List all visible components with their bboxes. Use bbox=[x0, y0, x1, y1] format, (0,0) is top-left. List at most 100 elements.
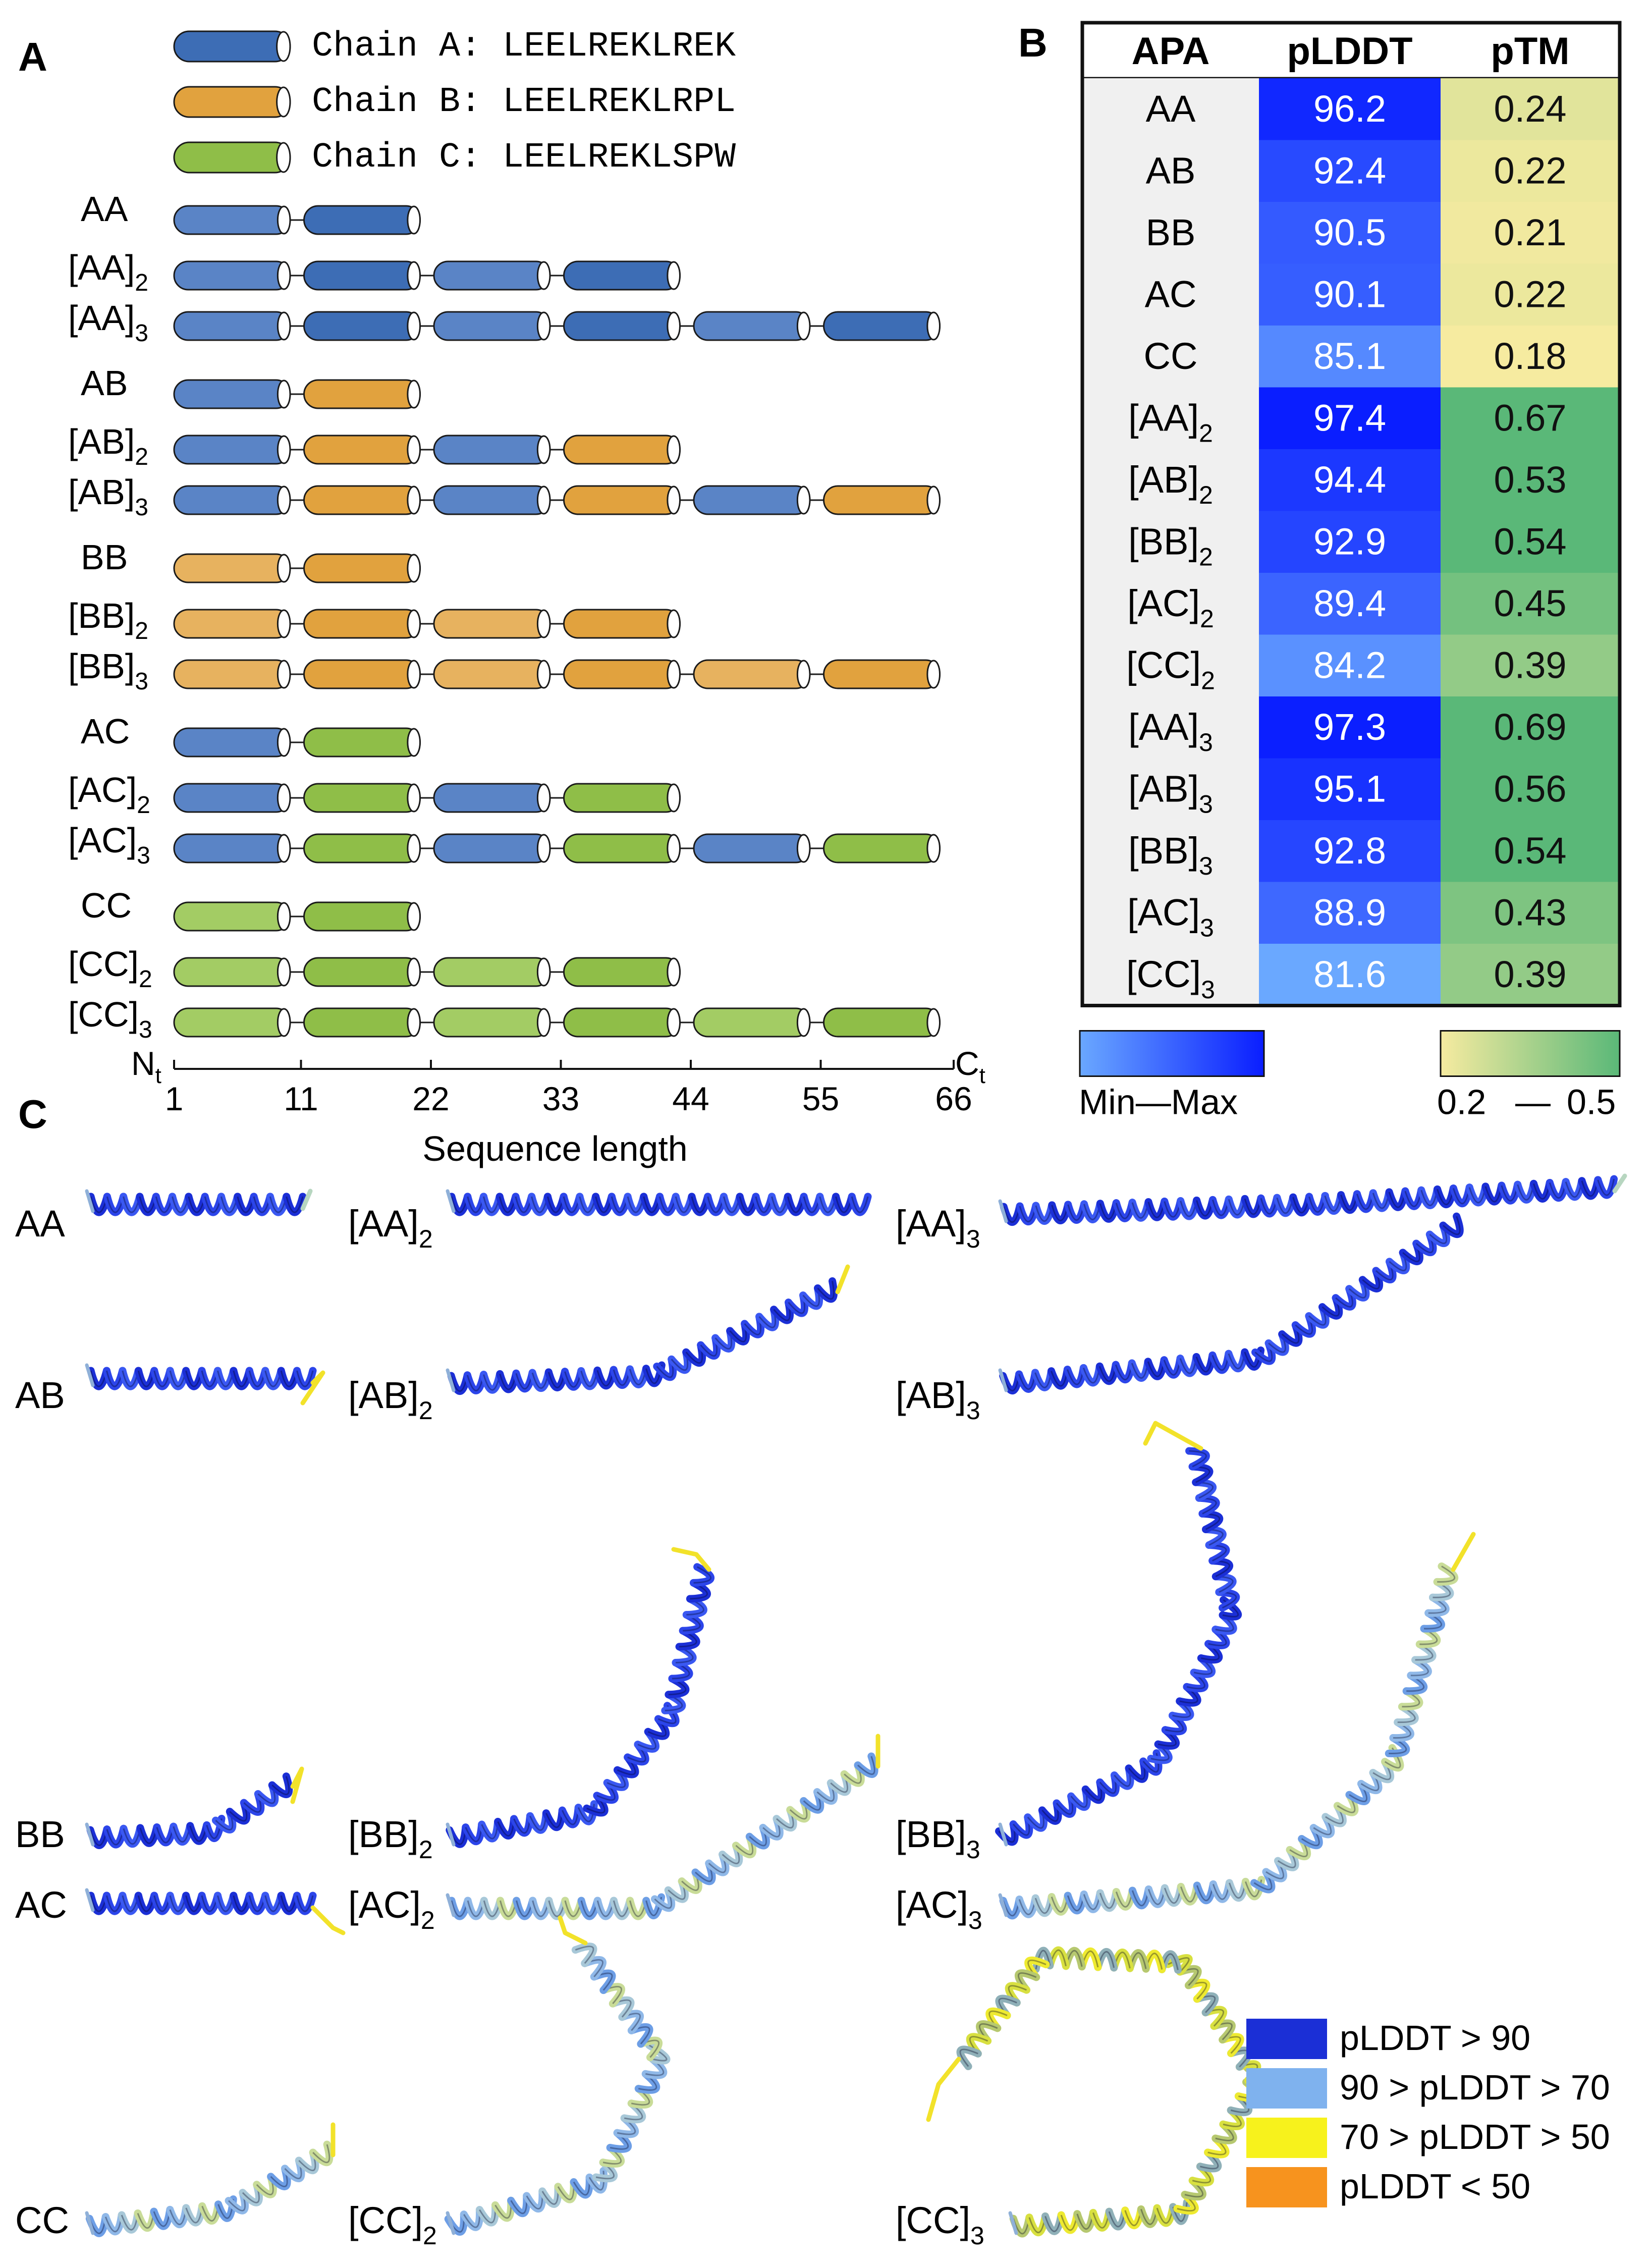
cylinder-body bbox=[823, 485, 941, 515]
construct-label: AB bbox=[81, 363, 128, 403]
helix-turn bbox=[814, 1277, 838, 1303]
legend-swatch bbox=[1246, 2068, 1327, 2109]
cylinder-end-cap bbox=[277, 311, 291, 341]
plddt-value: 84.2 bbox=[1313, 644, 1386, 686]
plddt-scale-label: Min—Max bbox=[1079, 1083, 1238, 1122]
cylinder-body bbox=[563, 833, 681, 863]
apa-cell bbox=[1082, 573, 1259, 635]
cylinder-end-cap bbox=[926, 311, 941, 341]
cylinder-body bbox=[433, 260, 551, 291]
construct-label: [AB]2 bbox=[68, 422, 148, 470]
helix-cylinder-chain-a bbox=[433, 833, 551, 863]
construct-row: [BB]2 bbox=[68, 596, 681, 644]
cylinder-body bbox=[433, 485, 551, 515]
cylinder-end-cap bbox=[277, 435, 291, 464]
apa-label: [BB]2 bbox=[1128, 521, 1213, 571]
helix-cylinder-chain-a bbox=[433, 311, 551, 341]
apa-label-base: AB bbox=[1146, 150, 1196, 192]
helix-cylinder-chain-c bbox=[303, 727, 421, 758]
plddt-color-scale: Min—Max bbox=[1079, 1030, 1265, 1122]
plddt-cell bbox=[1259, 758, 1441, 820]
n-terminal-stub bbox=[1008, 2211, 1018, 2235]
ptm-cell bbox=[1441, 758, 1620, 820]
cylinder-body bbox=[693, 485, 811, 515]
construct-label-base: [AA] bbox=[68, 298, 135, 338]
apa-label-base: [BB] bbox=[1128, 830, 1199, 872]
structure-label-subscript: 2 bbox=[419, 1835, 433, 1864]
cylinder-end-cap bbox=[277, 1008, 291, 1037]
helix-turn bbox=[1185, 1447, 1210, 1471]
table-row: AA 96.2 0.24 bbox=[1082, 78, 1620, 140]
structure-label-base: [CC] bbox=[348, 2199, 423, 2241]
apa-label-subscript: 3 bbox=[1199, 852, 1213, 880]
table-row: [AC]3 88.9 0.43 bbox=[1082, 882, 1620, 944]
disordered-tail bbox=[300, 1189, 313, 1211]
plddt-value: 97.3 bbox=[1313, 706, 1386, 748]
column-header: APA bbox=[1132, 30, 1210, 73]
cylinder-body bbox=[303, 901, 421, 932]
plddt-value: 94.4 bbox=[1313, 459, 1386, 501]
apa-label: [AC]3 bbox=[1127, 892, 1214, 942]
helix-cylinder-chain-b bbox=[563, 435, 681, 465]
construct-label-base: [AC] bbox=[68, 821, 137, 860]
ptm-cell bbox=[1441, 944, 1620, 1006]
cylinder-body bbox=[303, 435, 421, 465]
cylinder-end-cap bbox=[277, 902, 291, 931]
apa-cell bbox=[1082, 202, 1259, 264]
cylinder-end-cap bbox=[926, 834, 941, 863]
apa-label-subscript: 2 bbox=[1200, 605, 1214, 633]
helix-cylinder-chain-a bbox=[823, 311, 941, 341]
axis-tick-label: 66 bbox=[935, 1080, 972, 1117]
structure-ab2-2: [AB]2 bbox=[348, 1264, 850, 1425]
cylinder-end-cap bbox=[926, 660, 941, 689]
cylinder-end-cap bbox=[407, 783, 421, 813]
construct-label: [AB]3 bbox=[68, 472, 148, 521]
panel-a-construct-schematics: Chain A: LEELREKLREK Chain B: LEELREKLRPL… bbox=[68, 27, 985, 1168]
cylinder-end-cap bbox=[277, 609, 291, 638]
cylinder-end-cap bbox=[796, 660, 811, 689]
cylinder-body bbox=[563, 609, 681, 639]
legend-label: 90 > pLDDT > 70 bbox=[1340, 2068, 1610, 2107]
axis-tick-label: 11 bbox=[284, 1080, 318, 1117]
legend-cylinder-chain-b bbox=[173, 86, 291, 118]
disordered-tail bbox=[926, 2057, 961, 2122]
ptm-value: 0.43 bbox=[1494, 892, 1566, 934]
n-terminus-base: N bbox=[131, 1045, 155, 1082]
cylinder-end-cap bbox=[667, 435, 681, 464]
helix-turn bbox=[283, 1193, 307, 1216]
cylinder-body bbox=[563, 311, 681, 341]
apa-label-base: [AC] bbox=[1127, 892, 1200, 934]
apa-cell bbox=[1082, 78, 1259, 140]
structure-aa3-3: [AA]3 bbox=[896, 1173, 1627, 1253]
legend-text-chain-a: Chain A: LEELREKLREK bbox=[312, 27, 736, 67]
structure-label: [AC]3 bbox=[896, 1884, 982, 1934]
helix-cylinder-chain-c bbox=[433, 1007, 551, 1038]
helix-cylinder-chain-c bbox=[173, 1007, 291, 1038]
cylinder-body bbox=[433, 833, 551, 863]
helix-cylinder-chain-a bbox=[173, 260, 291, 291]
legend-label: pLDDT < 50 bbox=[1340, 2167, 1530, 2206]
axis-tick-label: 33 bbox=[542, 1080, 579, 1117]
construct-label-subscript: 3 bbox=[135, 668, 148, 695]
plddt-cell bbox=[1259, 140, 1441, 202]
structure-ab3-3: [AB]3 bbox=[896, 1212, 1464, 1425]
cylinder-end-cap bbox=[667, 660, 681, 689]
helix-turn-edge bbox=[959, 2048, 978, 2067]
cylinder-body bbox=[563, 1007, 681, 1038]
cylinder-body bbox=[173, 311, 291, 341]
construct-label-subscript: 2 bbox=[137, 792, 150, 819]
helix-cylinder-chain-a bbox=[303, 260, 421, 291]
apa-label: [AB]3 bbox=[1128, 768, 1213, 819]
cylinder-body bbox=[303, 659, 421, 689]
ptm-cell bbox=[1441, 449, 1620, 511]
construct-group-cc: CC[CC]2[CC]3 bbox=[68, 886, 941, 1043]
table-row: [AB]2 94.4 0.53 bbox=[1082, 449, 1620, 511]
n-terminal-stub bbox=[446, 2211, 456, 2235]
helix-cylinder-chain-b bbox=[693, 659, 811, 689]
disordered-tail bbox=[835, 1264, 850, 1294]
helix-cylinder-chain-a bbox=[433, 435, 551, 465]
helix-turn-edge bbox=[271, 1776, 290, 1796]
helix-cylinder-chain-c bbox=[433, 957, 551, 987]
construct-label: BB bbox=[81, 537, 128, 577]
cylinder-body bbox=[303, 833, 421, 863]
